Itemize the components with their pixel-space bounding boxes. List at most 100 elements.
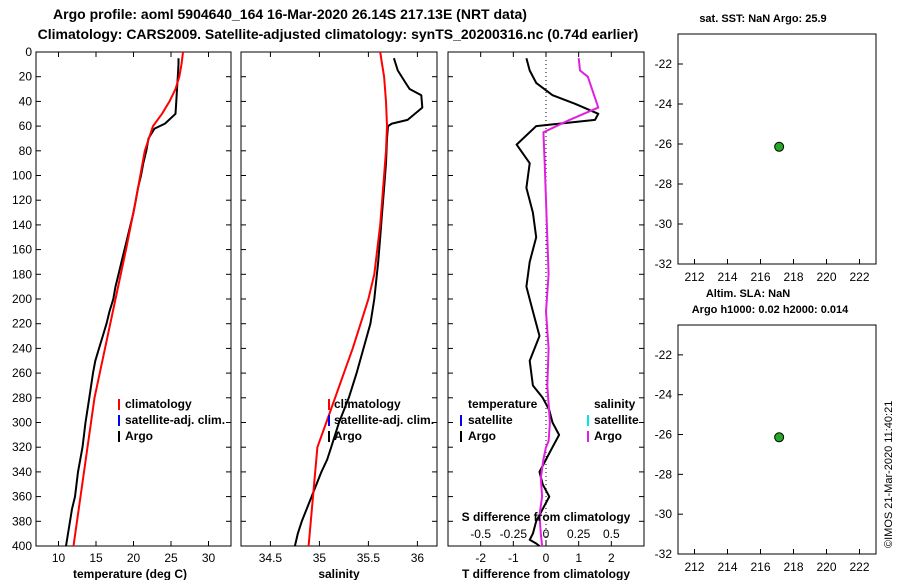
lat-tick-label: -32 — [655, 547, 673, 561]
temperature-series — [65, 51, 184, 547]
lon-tick-label: 222 — [849, 560, 869, 574]
sst-map-title: sat. SST: NaN Argo: 25.9 — [699, 13, 826, 25]
series-line-climatology — [307, 51, 388, 547]
sst-map-points — [774, 141, 785, 152]
x-tick-label: 10 — [52, 551, 66, 565]
salinity-xlabel: salinity — [318, 567, 360, 580]
salinity-panel: 34.5 35 35.5 36 salinity climatology satell… — [240, 51, 438, 580]
sst-map-axes: 212 214 216 218 220 222 -22 -24 -26 -28 -30 -32 — [655, 57, 870, 284]
temperature-panel-frame — [35, 51, 232, 547]
difference-series — [515, 52, 600, 547]
s-difference-tick-label: 0 — [543, 527, 550, 541]
legend-argo: Argo — [334, 429, 362, 443]
sla-map: Altim. SLA: NaN Argo h1000: 0.02 h2000: … — [655, 288, 877, 574]
legend-t-argo: Argo — [468, 429, 496, 443]
imos-credit: ©IMOS 21-Mar-2020 11:40:21 — [883, 401, 895, 548]
difference-legend: temperature salinity satellite Argo sate… — [460, 397, 639, 443]
lon-tick-label: 216 — [750, 270, 770, 284]
lat-tick-label: -28 — [655, 467, 673, 481]
lat-tick-label: -32 — [655, 257, 673, 271]
legend-climatology: climatology — [334, 397, 401, 411]
lat-tick-label: -24 — [655, 388, 673, 402]
depth-tick-label: 140 — [12, 218, 32, 232]
depth-tick-label: 100 — [12, 169, 32, 183]
depth-tick-label: 40 — [19, 94, 33, 108]
s-difference-label: S difference from climatology — [462, 510, 631, 524]
lon-tick-label: 212 — [684, 270, 704, 284]
depth-tick-label: 20 — [19, 70, 33, 84]
depth-tick-label: 80 — [19, 144, 33, 158]
s-difference-tick-label: 0.5 — [603, 527, 620, 541]
series-line-argo — [293, 57, 424, 547]
depth-tick-label: 200 — [12, 292, 32, 306]
x-tick-label: -1 — [508, 551, 519, 565]
lon-tick-label: 216 — [750, 560, 770, 574]
legend-satellite-adj: satellite-adj. clim. — [125, 413, 225, 427]
s-difference-tick-label: 0.25 — [567, 527, 591, 541]
lat-tick-label: -22 — [655, 348, 673, 362]
temperature-xlabel: temperature (deg C) — [73, 567, 187, 580]
lon-tick-label: 220 — [816, 270, 836, 284]
argo-location-marker — [774, 432, 785, 443]
lon-tick-label: 218 — [783, 270, 803, 284]
depth-tick-label: 320 — [12, 440, 32, 454]
salinity-legend: climatology satellite-adj. clim. Argo — [328, 397, 434, 443]
sla-map-subtitle: Argo h1000: 0.02 h2000: 0.014 — [692, 304, 849, 316]
sla-map-points — [774, 432, 785, 443]
depth-tick-label: 360 — [12, 490, 32, 504]
depth-tick-label: 260 — [12, 366, 32, 380]
x-tick-label: 34.5 — [259, 551, 283, 565]
lon-tick-label: 214 — [717, 270, 737, 284]
depth-axis: 0 20 40 60 80 100 120 140 160 180 200 220 240 260 280 3… — [12, 45, 231, 553]
lat-tick-label: -24 — [655, 97, 673, 111]
sst-map: sat. SST: NaN Argo: 25.9 212 214 216 218 220… — [655, 13, 877, 284]
temperature-x-axis: 10 15 20 25 30 — [52, 52, 215, 565]
title-line-1: Argo profile: aoml 5904640_164 16-Mar-20… — [53, 6, 527, 22]
lat-tick-label: -28 — [655, 177, 673, 191]
lat-tick-label: -26 — [655, 428, 673, 442]
salinity-y-ticks — [241, 51, 437, 547]
sst-map-frame — [677, 33, 877, 265]
legend-climatology: climatology — [125, 397, 192, 411]
series-line-argo — [65, 58, 180, 547]
lon-tick-label: 214 — [717, 560, 737, 574]
lon-tick-label: 212 — [684, 560, 704, 574]
legend-argo: Argo — [125, 429, 153, 443]
argo-location-marker — [774, 141, 785, 152]
depth-tick-label: 220 — [12, 317, 32, 331]
x-tick-label: 15 — [89, 551, 103, 565]
lon-tick-label: 218 — [783, 560, 803, 574]
depth-tick-label: 240 — [12, 341, 32, 355]
temperature-panel: 0 20 40 60 80 100 120 140 160 180 200 220 240 260 280 3… — [12, 45, 232, 580]
lon-tick-label: 220 — [816, 560, 836, 574]
difference-panel: -2 -1 0 1 2 S difference from climatology -0… — [447, 51, 645, 580]
x-tick-label: 36 — [411, 551, 425, 565]
salinity-x-axis: 34.5 35 35.5 36 — [259, 52, 425, 565]
x-tick-label: 25 — [164, 551, 178, 565]
depth-tick-label: 300 — [12, 416, 32, 430]
depth-tick-label: 380 — [12, 514, 32, 528]
sla-map-title: Altim. SLA: NaN — [706, 288, 790, 300]
lon-tick-label: 222 — [849, 270, 869, 284]
lat-tick-label: -30 — [655, 507, 673, 521]
series-line-climatology — [72, 51, 184, 547]
depth-tick-label: 120 — [12, 193, 32, 207]
s-difference-tick-label: -0.25 — [500, 527, 528, 541]
series-line-temperature — [515, 57, 600, 547]
depth-tick-label: 340 — [12, 465, 32, 479]
depth-tick-label: 180 — [12, 267, 32, 281]
salinity-series — [293, 51, 424, 547]
legend-temperature-head: temperature — [468, 397, 538, 411]
t-difference-xlabel: T difference from climatology — [462, 567, 630, 580]
legend-satellite-adj: satellite-adj. clim. — [334, 413, 434, 427]
x-tick-label: 2 — [608, 551, 615, 565]
difference-y-ticks — [448, 51, 644, 547]
salinity-panel-frame — [240, 51, 438, 547]
series-line-salinity — [538, 58, 600, 547]
legend-s-argo: Argo — [594, 429, 622, 443]
s-difference-tick-label: -0.5 — [470, 527, 491, 541]
lat-tick-label: -26 — [655, 137, 673, 151]
depth-tick-label: 400 — [12, 539, 32, 553]
lat-tick-label: -22 — [655, 57, 673, 71]
depth-tick-label: 160 — [12, 243, 32, 257]
